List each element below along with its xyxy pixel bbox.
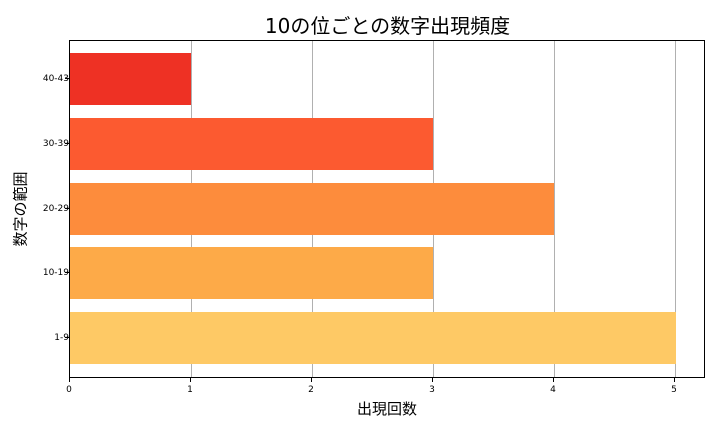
x-tick-label: 3	[429, 385, 435, 395]
x-tick-mark	[69, 378, 70, 382]
y-tick-label: 1-9	[54, 333, 69, 343]
gridline-4	[554, 41, 555, 377]
x-tick-label: 4	[550, 385, 556, 395]
y-tick-label: 40-43	[42, 74, 69, 84]
bar-40-43	[70, 53, 191, 105]
x-tick-mark	[553, 378, 554, 382]
x-tick-label: 2	[308, 385, 314, 395]
y-tick-mark	[65, 337, 69, 338]
y-tick-label: 10-19	[42, 268, 69, 278]
gridline-5	[675, 41, 676, 377]
bar-10-19	[70, 247, 433, 299]
x-tick-mark	[190, 378, 191, 382]
x-axis-label: 出現回数	[356, 400, 417, 418]
x-tick-mark	[674, 378, 675, 382]
plot-area	[69, 40, 705, 378]
x-tick-mark	[432, 378, 433, 382]
y-tick-mark	[65, 143, 69, 144]
y-axis-label: 数字の範囲	[11, 171, 30, 247]
bar-1-9	[70, 312, 676, 364]
x-tick-label: 1	[187, 385, 193, 395]
chart-title: 10の位ごとの数字出現頻度	[264, 14, 511, 38]
y-tick-mark	[65, 78, 69, 79]
bar-30-39	[70, 118, 433, 170]
y-tick-mark	[65, 208, 69, 209]
x-tick-label: 5	[671, 385, 677, 395]
x-tick-mark	[311, 378, 312, 382]
y-tick-mark	[65, 272, 69, 273]
bar-20-29	[70, 183, 554, 235]
x-tick-label: 0	[66, 385, 72, 395]
y-tick-label: 20-29	[42, 204, 69, 214]
y-tick-label: 30-39	[42, 139, 69, 149]
